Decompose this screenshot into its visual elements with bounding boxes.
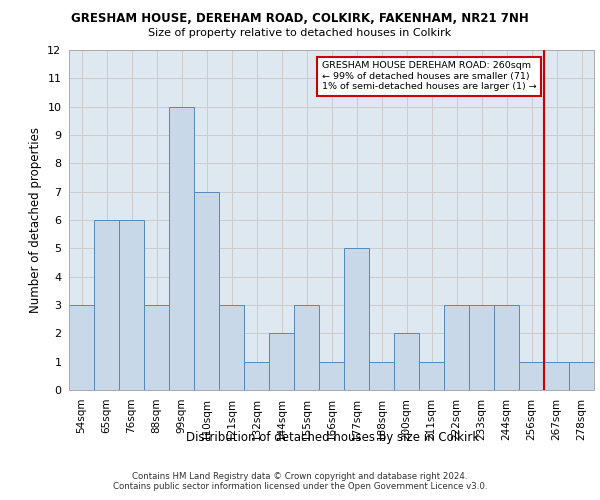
Text: Contains HM Land Registry data © Crown copyright and database right 2024.: Contains HM Land Registry data © Crown c… [132,472,468,481]
Text: GRESHAM HOUSE DEREHAM ROAD: 260sqm
← 99% of detached houses are smaller (71)
1% : GRESHAM HOUSE DEREHAM ROAD: 260sqm ← 99%… [322,62,536,91]
Text: Size of property relative to detached houses in Colkirk: Size of property relative to detached ho… [148,28,452,38]
Bar [219,305,244,390]
Bar [394,334,419,390]
Bar [544,362,569,390]
Text: Distribution of detached houses by size in Colkirk: Distribution of detached houses by size … [187,431,479,444]
Bar [344,248,369,390]
Bar [369,362,394,390]
Bar [519,362,544,390]
Bar [94,220,119,390]
Y-axis label: Number of detached properties: Number of detached properties [29,127,41,313]
Bar [269,334,294,390]
Bar [294,305,319,390]
Bar [244,362,269,390]
Bar [194,192,219,390]
Bar [419,362,444,390]
Bar [444,305,469,390]
Bar [569,362,594,390]
Bar [169,106,194,390]
Bar [144,305,169,390]
Bar [69,305,94,390]
Bar [119,220,144,390]
Text: GRESHAM HOUSE, DEREHAM ROAD, COLKIRK, FAKENHAM, NR21 7NH: GRESHAM HOUSE, DEREHAM ROAD, COLKIRK, FA… [71,12,529,26]
Bar [319,362,344,390]
Bar [469,305,494,390]
Text: Contains public sector information licensed under the Open Government Licence v3: Contains public sector information licen… [113,482,487,491]
Bar [494,305,519,390]
